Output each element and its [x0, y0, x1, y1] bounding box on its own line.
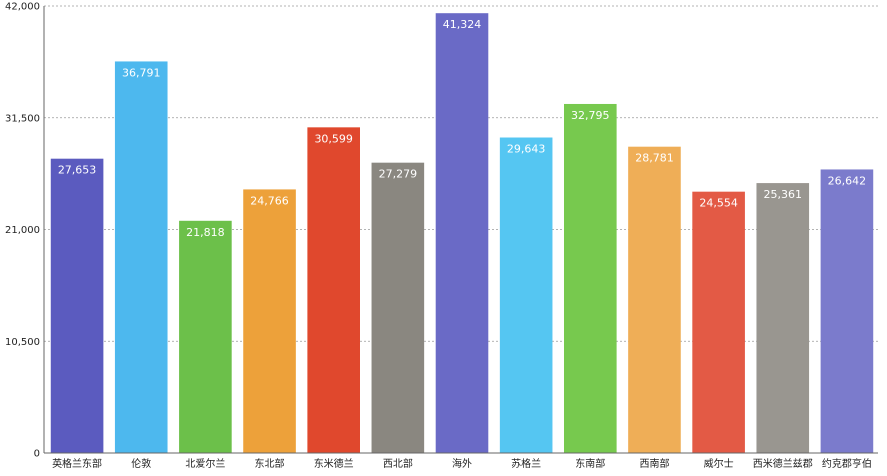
x-category-label: 西米德兰兹郡 [753, 457, 813, 470]
bar[interactable] [820, 169, 874, 453]
x-category-label: 东北部 [255, 457, 285, 470]
y-axis: 0 10,500 21,000 31,500 42,000 [5, 2, 45, 460]
bar[interactable] [499, 137, 553, 453]
bar[interactable] [692, 191, 745, 453]
bar[interactable] [114, 61, 168, 453]
x-category-label: 苏格兰 [511, 457, 541, 470]
y-tick-label: 31,500 [5, 113, 40, 124]
x-category-label: 东米德兰 [314, 457, 354, 470]
x-category-label: 伦敦 [131, 457, 151, 470]
bar[interactable] [756, 183, 810, 454]
bars [50, 13, 874, 454]
bar-value-label: 29,643 [507, 143, 546, 156]
y-tick-label: 0 [34, 449, 40, 460]
bar[interactable] [435, 13, 489, 453]
x-category-label: 威尔士 [704, 457, 734, 470]
x-category-label: 海外 [452, 457, 472, 470]
bar-value-label: 32,795 [571, 109, 610, 122]
bar[interactable] [564, 103, 617, 453]
y-tick-label: 21,000 [5, 225, 40, 236]
bar[interactable] [179, 220, 232, 453]
bar-value-label: 26,642 [828, 174, 867, 187]
bar[interactable] [243, 189, 296, 453]
x-category-label: 东南部 [575, 457, 605, 470]
bar-value-label: 24,766 [250, 194, 289, 207]
bar-value-label: 27,653 [58, 164, 97, 177]
bar-value-label: 28,781 [635, 152, 674, 165]
x-category-label: 约克郡亨伯 [822, 457, 872, 470]
bar-value-label: 41,324 [443, 18, 482, 31]
bar-value-label: 27,279 [379, 168, 418, 181]
bar[interactable] [307, 127, 360, 454]
x-category-label: 英格兰东部 [52, 457, 102, 470]
x-category-label: 西南部 [639, 457, 669, 470]
y-tick-label: 42,000 [5, 2, 40, 13]
bar-value-label: 21,818 [186, 226, 225, 239]
data-labels: 27,653 36,791 21,818 24,766 30,599 27,279 41,3… [58, 18, 866, 239]
bar[interactable] [628, 146, 681, 453]
bar-value-label: 30,599 [314, 132, 353, 145]
bar-value-label: 25,361 [764, 188, 803, 201]
bar[interactable] [50, 158, 104, 454]
bar[interactable] [371, 162, 425, 453]
y-tick-label: 10,500 [5, 337, 40, 348]
bar-value-label: 36,791 [122, 66, 161, 79]
x-category-label: 北爱尔兰 [185, 457, 225, 470]
bar-value-label: 24,554 [699, 197, 738, 210]
x-category-label: 西北部 [383, 457, 413, 470]
x-axis: 英格兰东部 伦敦 北爱尔兰 东北部 东米德兰 西北部 海外 苏格兰 东南部 西南部 威尔士 西米德兰兹… [44, 452, 878, 470]
